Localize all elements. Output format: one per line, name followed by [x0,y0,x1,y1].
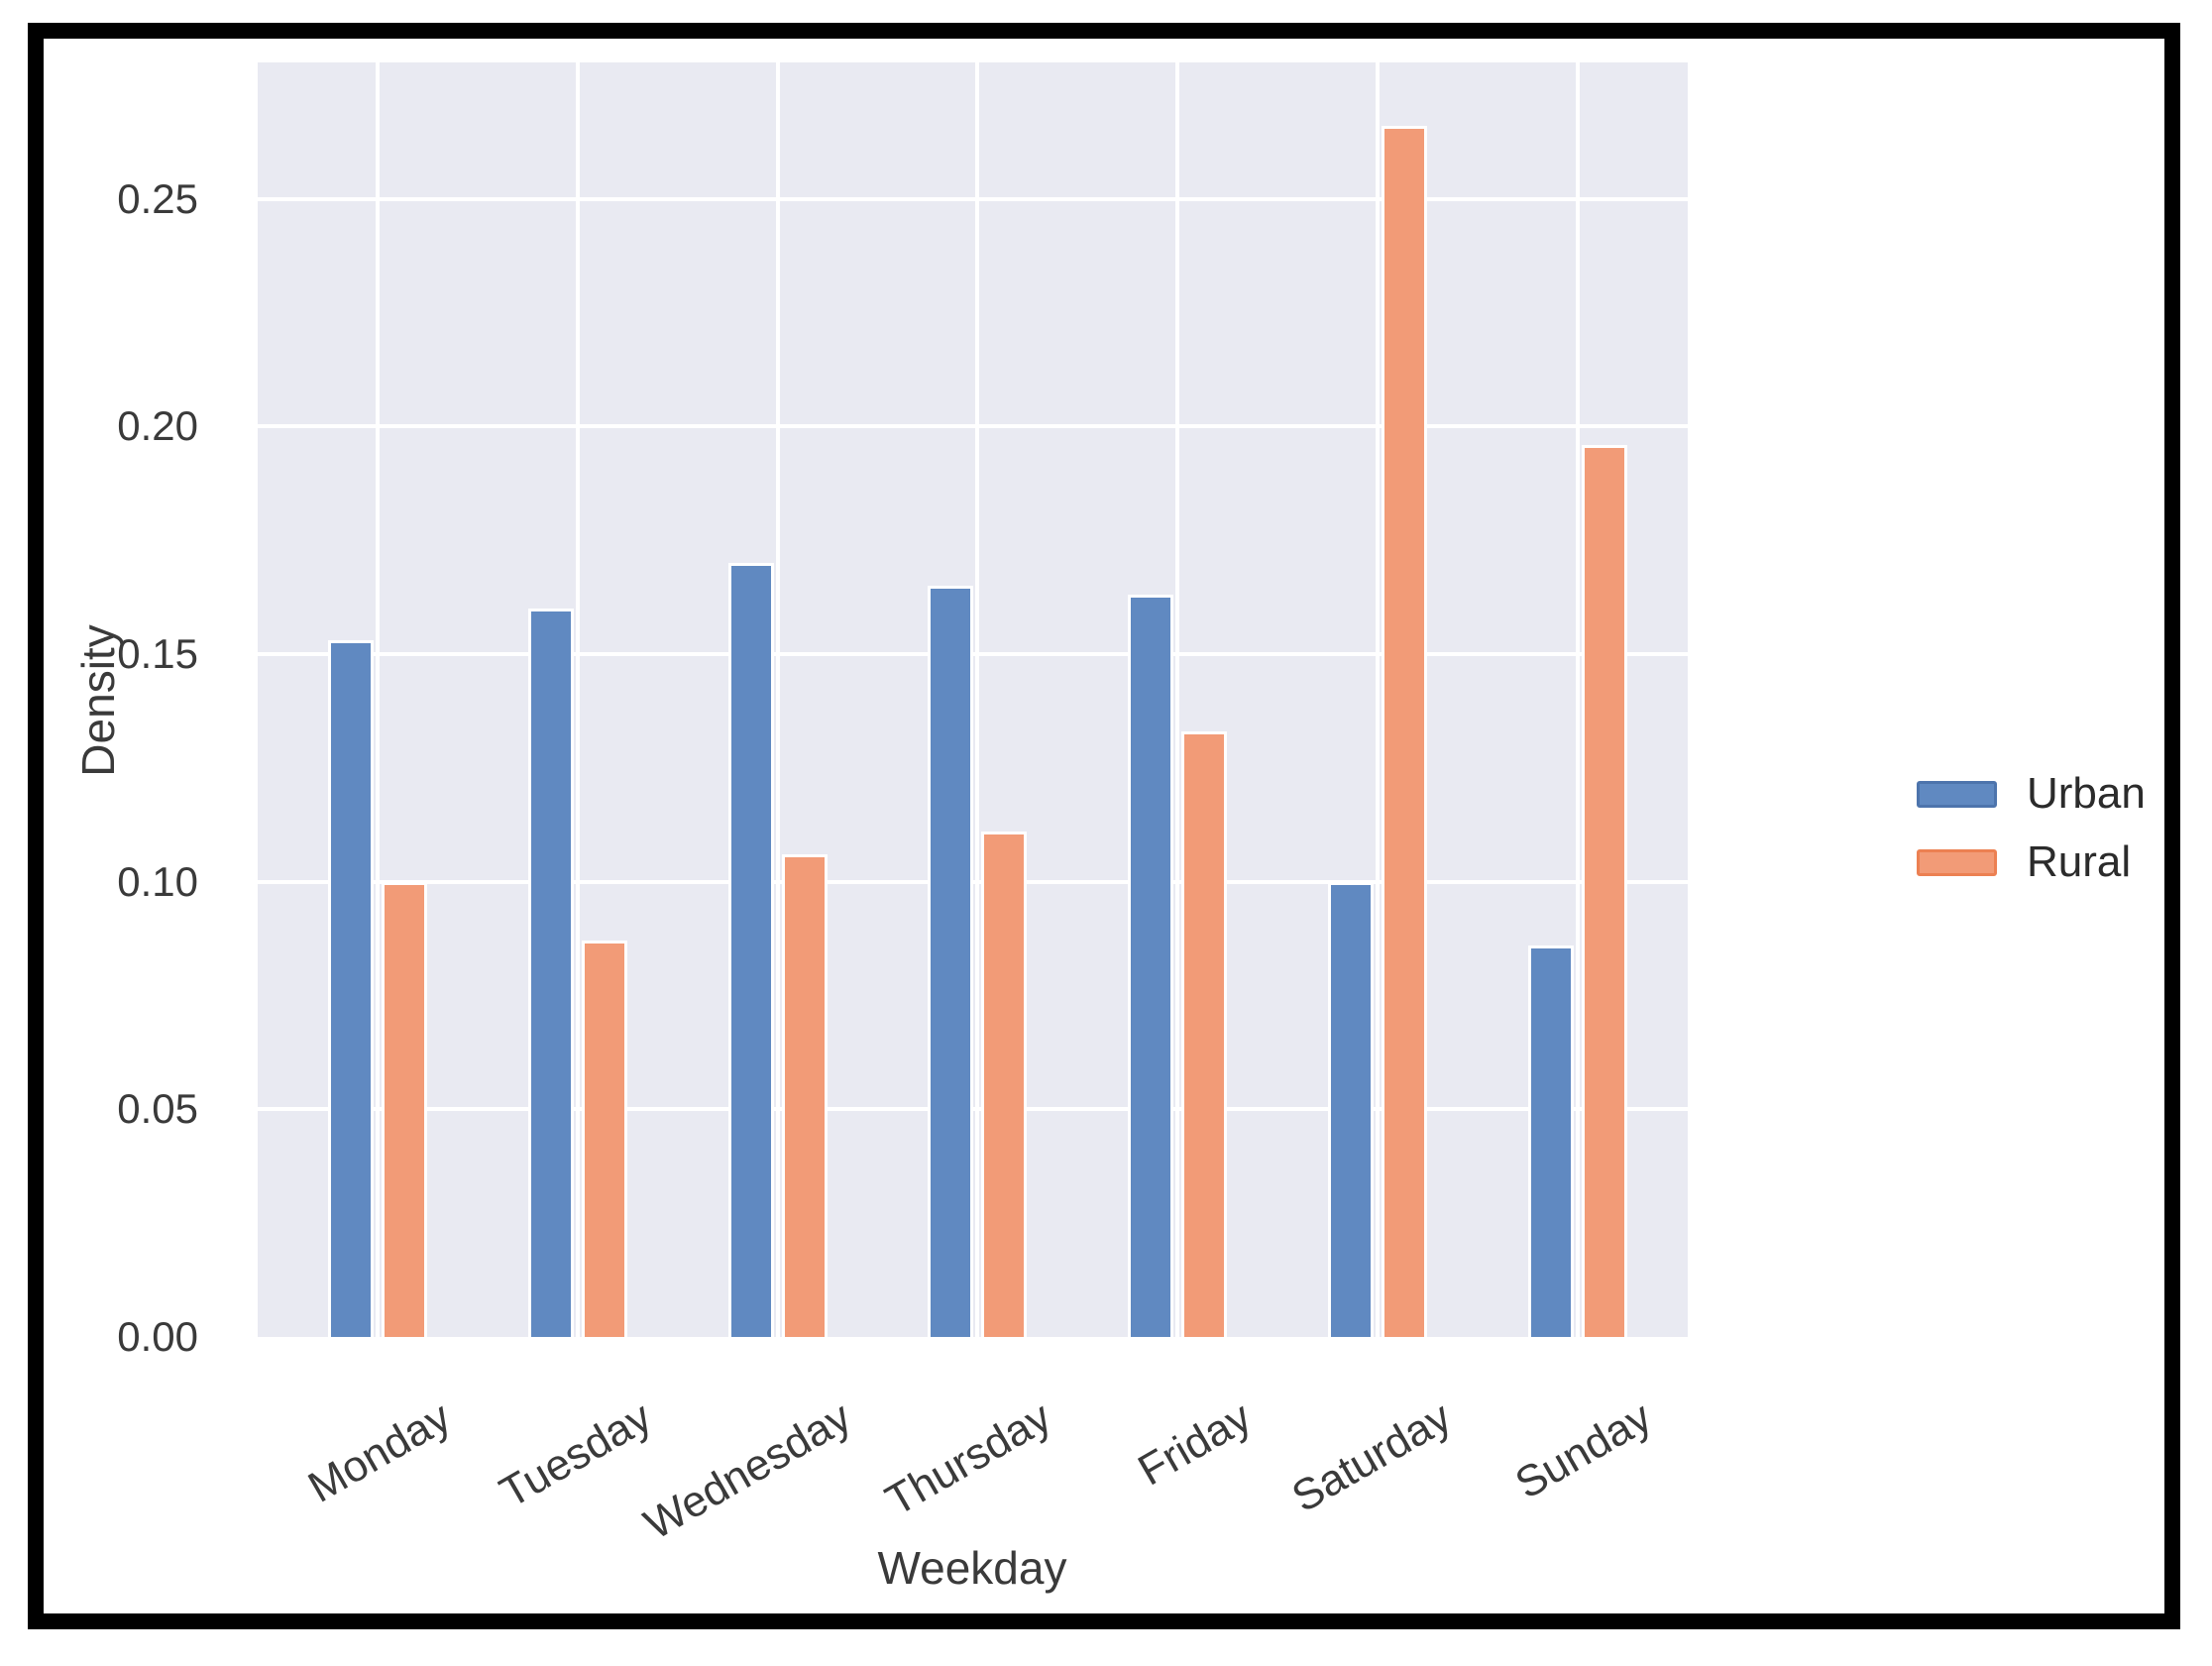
y-tick-label: 0.25 [117,174,198,222]
legend-label: Urban [2027,769,2146,818]
bar-tuesday-rural [581,941,627,1337]
bar-thursday-urban [928,586,974,1337]
bar-sunday-urban [1527,945,1574,1337]
bar-saturday-urban [1328,881,1375,1337]
y-axis-label: Density [72,624,124,777]
x-axis-label: Weekday [877,1542,1067,1594]
bar-wednesday-rural [781,854,828,1337]
gridline-horizontal [258,424,1688,429]
bar-tuesday-urban [527,609,574,1337]
plot-area [258,62,1688,1337]
gridline-vertical [1376,62,1381,1337]
gridline-vertical [775,62,780,1337]
legend-swatch-urban [1917,781,1997,808]
y-tick-label: 0.20 [117,402,198,450]
gridline-vertical [975,62,980,1337]
y-tick-label: 0.10 [117,857,198,905]
bar-friday-rural [1181,731,1228,1337]
y-tick-label: 0.00 [117,1313,198,1360]
bar-friday-urban [1128,595,1174,1337]
gridline-vertical [1575,62,1580,1337]
bar-saturday-rural [1382,126,1428,1337]
bar-thursday-rural [981,832,1028,1337]
bar-wednesday-urban [727,563,774,1337]
gridline-horizontal [258,196,1688,201]
bar-monday-urban [328,640,374,1337]
gridline-vertical [575,62,580,1337]
bar-sunday-rural [1581,444,1627,1337]
y-tick-label: 0.05 [117,1085,198,1133]
bar-monday-rural [382,881,427,1337]
gridline-vertical [376,62,380,1337]
gridline-vertical [1175,62,1180,1337]
legend-label: Rural [2027,837,2132,886]
legend-swatch-rural [1917,849,1997,876]
y-tick-label: 0.15 [117,630,198,678]
